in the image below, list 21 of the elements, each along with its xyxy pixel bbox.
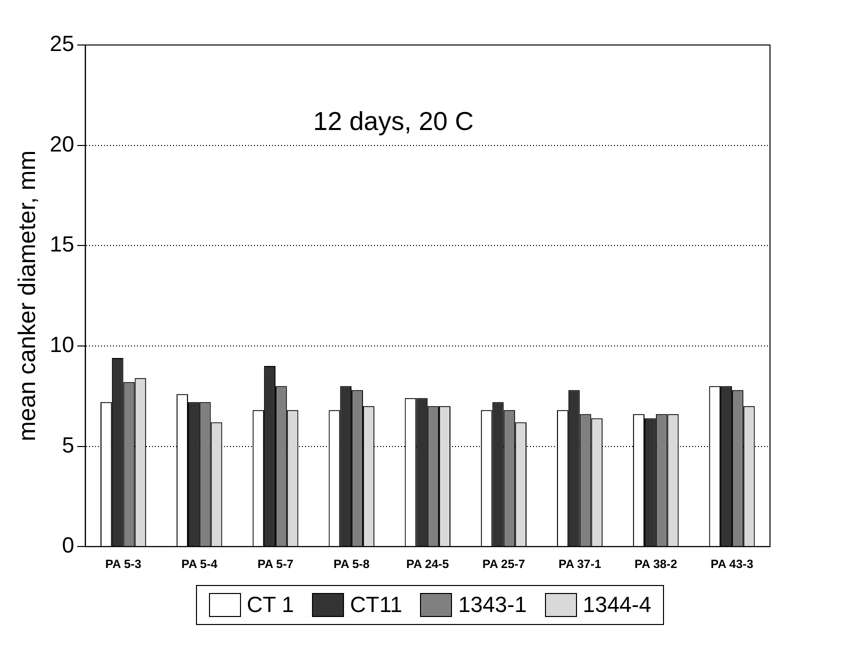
legend-label: CT11 [350, 592, 402, 618]
y-tick-label: 20 [50, 131, 74, 156]
x-tick-label: PA 5-7 [257, 557, 294, 572]
y-tick-label: 15 [50, 232, 74, 257]
x-tick-label: PA 5-8 [334, 557, 370, 572]
x-tick-label: PA 25-7 [482, 557, 526, 572]
x-tick-label: PA 5-3 [105, 557, 142, 572]
x-tick-label: PA 5-4 [181, 557, 218, 572]
legend-label: 1344-4 [582, 592, 652, 618]
y-tick-label: 5 [62, 432, 74, 458]
x-tick-label: PA 24-5 [406, 557, 450, 572]
x-tick-label: PA 38-2 [634, 557, 678, 572]
y-axis-title: mean canker diameter, mm [14, 150, 42, 442]
y-tick-label: 0 [62, 532, 74, 558]
text: CT 1 [246, 592, 294, 618]
x-tick-label: PA 37-1 [558, 557, 602, 572]
legend-label: 1343-1 [458, 592, 527, 618]
y-tick-label: 25 [50, 31, 74, 56]
annotation: 12 days, 20 C [313, 106, 474, 136]
y-tick-label: 10 [50, 332, 74, 358]
x-tick-label: PA 43-3 [710, 557, 754, 572]
